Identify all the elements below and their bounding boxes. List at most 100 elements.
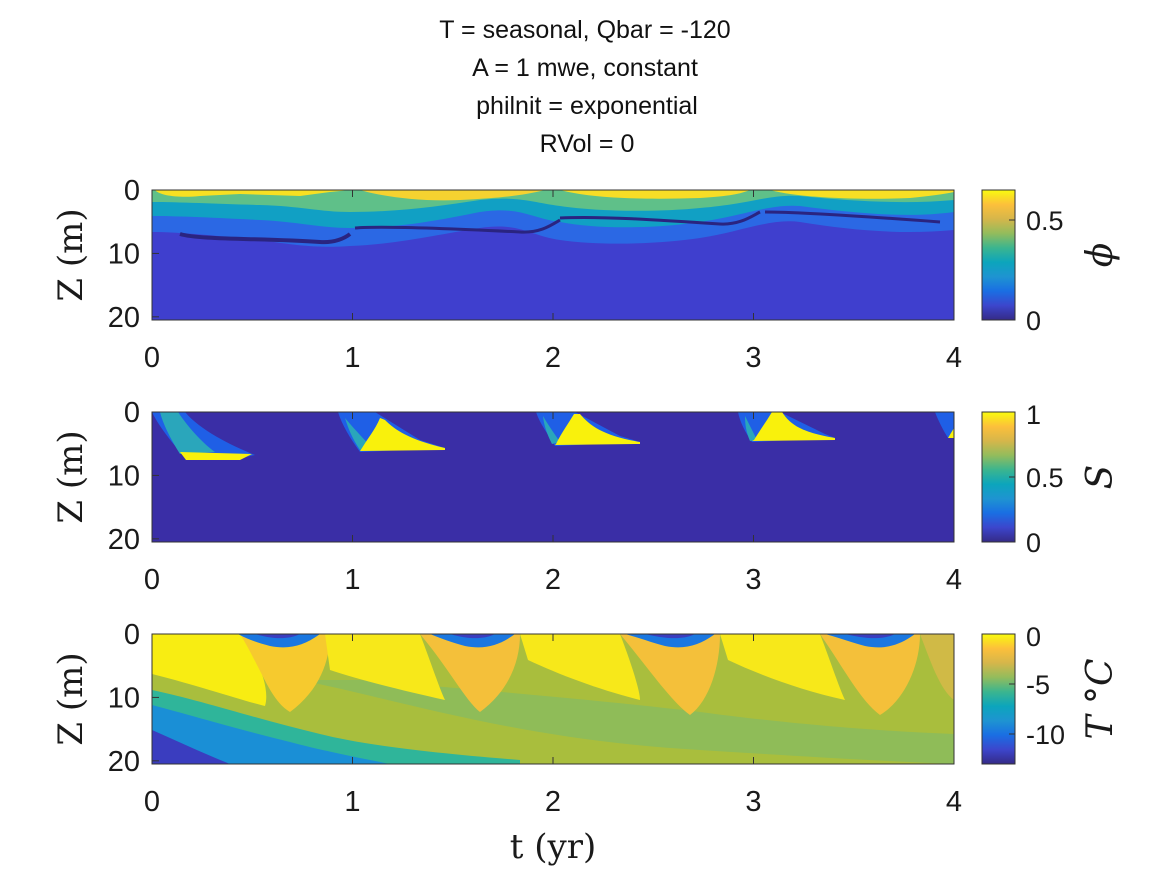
- T-warm-wedge-3: [520, 634, 640, 700]
- S-wet-front-3: [555, 414, 640, 445]
- T-colorbar-box: [981, 633, 1016, 765]
- colorbar-tick-label: 0: [1026, 622, 1041, 652]
- y-tick-label: 20: [108, 524, 140, 556]
- T-cold-core-4: [845, 634, 895, 639]
- colorbar-tick-label: -10: [1026, 720, 1065, 750]
- x-tick-label: 4: [946, 564, 962, 596]
- panel-phi: 0 1 2 3 4 0 10 20 Z (m) 0.50 ϕ: [51, 175, 1121, 374]
- S-colorbar-label: S: [1080, 465, 1121, 490]
- y-tick-label: 0: [124, 397, 140, 429]
- T-warm-wedge-5-edge: [920, 634, 954, 700]
- phi-ylabel: Z (m): [51, 208, 91, 301]
- colorbar-tick-label: 0.5: [1026, 206, 1064, 236]
- colorbar-tick-label: 0.5: [1026, 463, 1064, 493]
- y-tick-label: 0: [124, 619, 140, 651]
- phi-yellow-4: [770, 190, 954, 199]
- figure-title: T = seasonal, Qbar = -120 A = 1 mwe, con…: [439, 16, 730, 158]
- y-tick-label: 10: [108, 682, 140, 714]
- phi-colorbar: [982, 190, 1015, 320]
- T-mid-band: [300, 680, 954, 764]
- T-y-ticks: 0 10 20: [108, 619, 159, 778]
- phi-yellow-3: [560, 190, 750, 199]
- T-warm-wedge-2: [325, 634, 445, 700]
- phi-colorbar-ticks: 0.50: [1009, 206, 1064, 336]
- phi-yellow-2: [360, 190, 545, 201]
- x-tick-label: 3: [745, 342, 761, 374]
- y-tick-label: 20: [108, 746, 140, 778]
- T-cold-surface-4: [825, 634, 915, 648]
- T-heatmap: [152, 634, 954, 764]
- x-tick-label: 3: [745, 564, 761, 596]
- T-x-ticks: 0 1 2 3 4: [144, 634, 962, 818]
- S-ylabel: Z (m): [51, 430, 91, 523]
- T-warm-wedge-1-edge: [240, 634, 330, 712]
- S-plume-2-mid: [345, 418, 370, 450]
- x-tick-label: 0: [144, 564, 160, 596]
- x-tick-label: 2: [545, 342, 561, 374]
- T-cold-core-2: [450, 634, 495, 639]
- title-line-4: RVol = 0: [540, 130, 635, 158]
- T-warm-wedge-4: [720, 634, 845, 700]
- S-plume-3-mid: [543, 416, 560, 444]
- panel-T: 0 1 2 3 4 0 10 20 Z (m) t (yr) 0 -5 -10 T °C: [51, 619, 1121, 867]
- phi-ice-lens-2: [354, 218, 561, 234]
- T-cold-corner: [152, 730, 230, 764]
- S-colorbar-ticks: 10.50: [1009, 400, 1064, 558]
- x-tick-label: 2: [545, 564, 561, 596]
- T-cold-core-3: [645, 634, 695, 639]
- phi-x-ticks: 0 1 2 3 4: [144, 190, 962, 374]
- colorbar-tick-label: 1: [1026, 400, 1041, 430]
- T-colorbar-label: T °C: [1080, 659, 1121, 740]
- colorbar-tick-label: 0: [1026, 528, 1041, 558]
- T-cold-band-blue: [152, 705, 390, 764]
- y-tick-label: 0: [124, 175, 140, 207]
- y-tick-label: 10: [108, 238, 140, 270]
- y-tick-label: 20: [108, 302, 140, 334]
- S-wet-front-4: [752, 412, 835, 441]
- x-tick-label: 4: [946, 342, 962, 374]
- phi-heatmap: [152, 190, 954, 320]
- T-warm-wedge-1: [152, 634, 267, 706]
- T-warm-wedge-2-edge: [420, 634, 520, 712]
- x-tick-label: 2: [545, 786, 561, 818]
- x-tick-label: 3: [745, 786, 761, 818]
- T-colorbar: [982, 634, 1015, 764]
- phi-colorbar-label: ϕ: [1080, 243, 1121, 268]
- x-tick-label: 1: [344, 342, 360, 374]
- S-wet-front-5: [948, 428, 954, 438]
- x-tick-label: 4: [946, 786, 962, 818]
- phi-ice-lens-3: [559, 210, 761, 226]
- T-ylabel: Z (m): [51, 652, 91, 745]
- phi-ice-lens-1: [179, 232, 352, 245]
- title-line-3: philnit = exponential: [476, 92, 698, 120]
- S-plume-1-mid: [160, 412, 215, 454]
- y-tick-label: 10: [108, 460, 140, 492]
- title-line-2: A = 1 mwe, constant: [472, 54, 698, 82]
- T-colorbar-ticks: 0 -5 -10: [1009, 622, 1065, 750]
- x-tick-label: 1: [344, 786, 360, 818]
- S-wet-front-1: [180, 452, 252, 460]
- T-cold-surface-1: [238, 634, 320, 648]
- T-cold-surface-2: [430, 634, 515, 648]
- colorbar-tick-label: 0: [1026, 306, 1041, 336]
- T-warm-wedge-3-edge: [620, 634, 720, 715]
- phi-colorbar-box: [981, 189, 1016, 321]
- phi-yellow-1: [155, 190, 350, 197]
- T-cold-surface-3: [625, 634, 715, 648]
- S-plume-4-mid: [745, 416, 757, 441]
- S-x-ticks: 0 1 2 3 4: [144, 412, 962, 596]
- S-plume-5: [935, 412, 954, 438]
- title-line-1: T = seasonal, Qbar = -120: [439, 16, 730, 44]
- T-warm-wedge-4-edge: [820, 634, 920, 715]
- phi-y-ticks: 0 10 20: [108, 175, 159, 334]
- x-tick-label: 0: [144, 786, 160, 818]
- T-cold-core-1: [255, 634, 300, 639]
- S-wet-front-2: [360, 418, 445, 451]
- x-tick-label: 1: [344, 564, 360, 596]
- S-y-ticks: 0 10 20: [108, 397, 159, 556]
- S-heatmap: [152, 412, 954, 542]
- T-xlabel: t (yr): [510, 827, 596, 867]
- phi-ice-lens-4: [764, 210, 941, 224]
